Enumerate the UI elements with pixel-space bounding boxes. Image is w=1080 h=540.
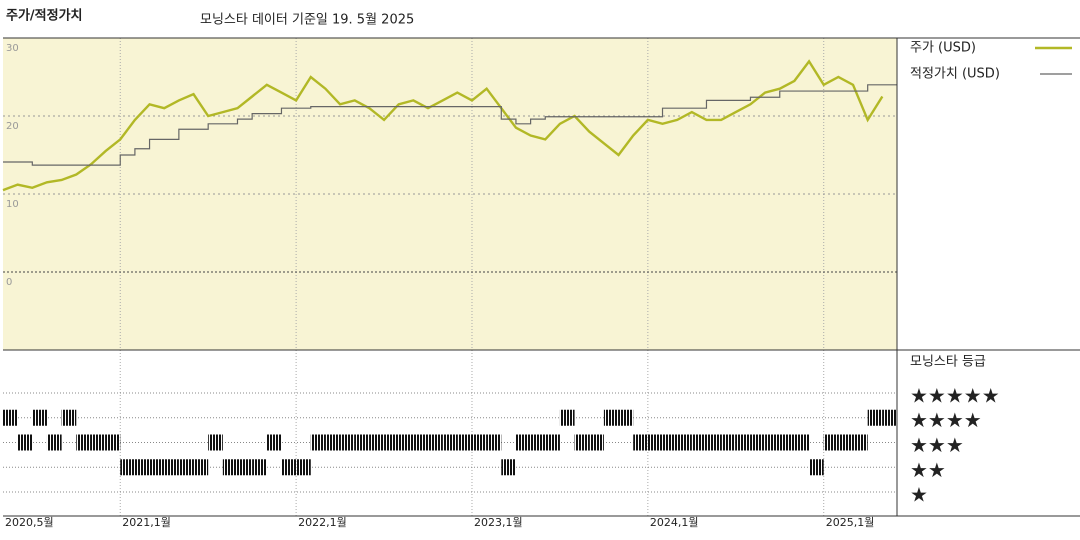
rating-bar [691,434,707,451]
rating-bar [266,434,282,451]
x-tick-label: 2020,5월 [5,516,54,529]
rating-bar [164,459,179,476]
rating-bar [823,434,839,451]
chart-title: 주가/적정가치 [6,8,83,24]
rating-bar [46,434,62,451]
rating-bar [662,434,678,451]
rating-bar [32,409,47,426]
rating-bar [105,434,121,451]
rating-bar [178,459,194,476]
rating-bar [457,434,472,451]
rating-bar [17,434,33,451]
rating-bar [779,434,795,451]
rating-bar [750,434,766,451]
rating-bar [677,434,692,451]
fair-value-line [3,84,897,166]
x-tick-label: 2024,1월 [650,516,699,529]
rating-bar [340,434,355,451]
rating-bar [398,434,414,451]
frame [3,37,1080,517]
rating-bar [765,434,780,451]
rating-bar [618,409,634,426]
y-tick-label: 0 [6,277,12,288]
rating-bar [354,434,370,451]
rating-bar [603,409,619,426]
rating-bar [515,434,531,451]
rating-bar [149,459,165,476]
rating-bar [589,434,604,451]
rating-bar [208,434,223,451]
rating-bar [867,409,883,426]
rating-label: ★★★★ [910,408,982,432]
rating-bar [193,459,209,476]
rating-bar [3,409,18,426]
rating-bar [369,434,385,451]
rating-bar [90,434,106,451]
rating-bar [530,434,546,451]
rating-bar [735,434,751,451]
rating-bar [134,459,150,476]
rating-bar [120,459,135,476]
rating-bar [384,434,399,451]
rating-bar [501,459,516,476]
rating-bar [721,434,736,451]
x-tick-label: 2022,1월 [298,516,347,529]
rating-bar [633,434,648,451]
x-tick-label: 2025,1월 [826,516,875,529]
rating-bar [882,409,897,426]
rating-label: ★★★ [910,433,964,457]
rating-bar [413,434,429,451]
rating-bar [809,459,824,476]
price-line [2,59,884,192]
rating-bar [222,459,238,476]
rating-bar [281,459,297,476]
rating-bar [647,434,663,451]
rating-label: ★★ [910,458,946,482]
legend-label: 주가 (USD) [910,41,976,56]
legend-label: 적정가치 (USD) [910,67,1000,82]
rating-label: ★★★★★ [910,383,1000,407]
x-tick-label: 2021,1월 [122,516,171,529]
rating-label: ★ [910,483,928,507]
chart-subtitle: 모닝스타 데이터 기준일 19. 5월 2025 [200,13,414,28]
rating-bar [296,459,311,476]
rating-bar [61,409,77,426]
rating-bar [471,434,487,451]
rating-bar [559,409,575,426]
rating-bar [706,434,722,451]
rating-bar [310,434,326,451]
rating-bar [794,434,810,451]
rating-bar [252,459,267,476]
rating-bar [237,459,253,476]
rating-bar [76,434,91,451]
x-tick-label: 2023,1월 [474,516,523,529]
rating-bar [486,434,502,451]
y-tick-label: 20 [6,121,19,132]
rating-bar [853,434,868,451]
rating-bar [545,434,560,451]
y-tick-label: 10 [6,199,19,210]
rating-bar [428,434,443,451]
rating-bar [325,434,341,451]
rating-bar [442,434,458,451]
rating-title: 모닝스타 등급 [910,355,986,370]
rating-bar [574,434,590,451]
y-tick-label: 30 [6,43,19,54]
rating-bar [838,434,854,451]
